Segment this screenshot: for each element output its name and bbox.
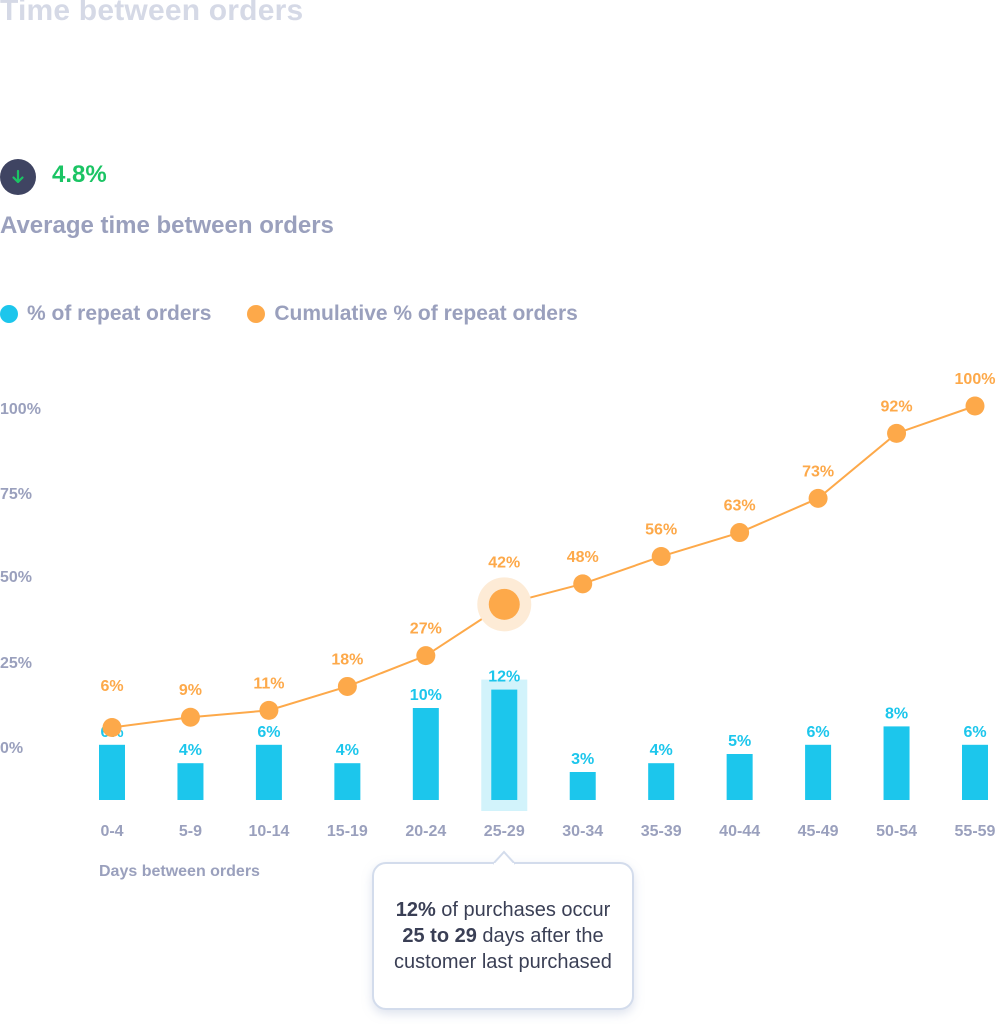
x-tick-label: 35-39 — [641, 823, 682, 840]
bar[interactable] — [648, 763, 675, 800]
legend-item-cumulative[interactable]: Cumulative % of repeat orders — [247, 302, 578, 326]
legend-dot-icon — [0, 305, 18, 323]
x-tick-label: 20-24 — [405, 823, 446, 840]
x-tick-label: 55-59 — [955, 823, 996, 840]
line-value-label: 42% — [488, 554, 520, 571]
bar[interactable] — [334, 763, 361, 800]
line-value-label: 6% — [100, 678, 123, 695]
line-point[interactable] — [965, 396, 985, 416]
y-tick-label: 0% — [0, 740, 23, 757]
legend-label: Cumulative % of repeat orders — [274, 302, 578, 325]
page-title: Time between orders — [0, 0, 304, 27]
x-tick-label: 0-4 — [100, 823, 123, 840]
bar[interactable] — [805, 744, 832, 800]
line-point-highlighted[interactable] — [488, 588, 520, 620]
x-axis: 0-4 5-9 10-14 15-19 20-24 25-29 30-34 35-39 40-4… — [100, 823, 995, 840]
bar-value-label: 8% — [885, 705, 908, 722]
line-value-label: 9% — [179, 682, 202, 699]
line-point[interactable] — [573, 574, 593, 594]
x-tick-label: 50-54 — [876, 823, 917, 840]
x-tick-label: 5-9 — [179, 823, 202, 840]
kpi-value: 4.8% — [52, 161, 107, 188]
line-value-label: 100% — [955, 371, 996, 388]
arrow-down-icon — [12, 169, 24, 184]
bar-value-label: 6% — [807, 724, 830, 741]
bar-value-label: 10% — [410, 687, 442, 704]
bar[interactable] — [99, 744, 125, 800]
x-axis-title: Days between orders — [99, 863, 260, 880]
line-value-label: 73% — [802, 463, 834, 480]
line-point[interactable] — [259, 700, 279, 720]
bar-value-label: 3% — [571, 751, 594, 768]
tooltip-text: 12% of purchases occur 25 to 29 days aft… — [394, 899, 612, 973]
x-tick-label: 40-44 — [719, 823, 760, 840]
bar[interactable] — [491, 689, 518, 800]
bar-value-label: 6% — [257, 724, 280, 741]
bar-value-label: 6% — [963, 724, 986, 741]
kpi-label: Average time between orders — [0, 212, 334, 239]
line-value-label: 48% — [567, 549, 599, 566]
bar[interactable] — [883, 726, 910, 800]
y-tick-label: 100% — [0, 401, 41, 418]
line-point[interactable] — [887, 423, 907, 443]
bar-value-label: 4% — [650, 742, 673, 759]
tooltip-pointer — [493, 850, 515, 871]
y-tick-label: 25% — [0, 655, 32, 672]
legend-dot-icon — [247, 305, 266, 323]
line-point[interactable] — [337, 676, 357, 696]
bar-value-label: 4% — [336, 742, 359, 759]
y-tick-label: 50% — [0, 569, 32, 586]
chart-legend: % of repeat orders Cumulative % of repea… — [0, 302, 614, 326]
bar[interactable] — [177, 763, 204, 800]
bar-value-label: 5% — [728, 733, 751, 750]
legend-item-repeat-orders[interactable]: % of repeat orders — [0, 302, 211, 326]
line-value-label: 18% — [331, 651, 363, 668]
y-axis: 100% 75% 50% 25% 0% — [0, 401, 41, 757]
bar[interactable] — [962, 744, 988, 800]
legend-label: % of repeat orders — [27, 302, 212, 325]
x-tick-label: 45-49 — [798, 823, 839, 840]
line-value-label: 27% — [410, 621, 442, 638]
line-point[interactable] — [808, 488, 828, 508]
trend-down-badge — [0, 159, 36, 195]
x-tick-label: 30-34 — [562, 823, 603, 840]
bar-series: 6% 4% 6% 4% 10% 12% 3% 4% 5% 6% 8% 6% — [99, 669, 988, 800]
bar[interactable] — [569, 772, 596, 800]
line-value-label: 11% — [253, 675, 284, 692]
line-point[interactable] — [102, 717, 122, 737]
bar[interactable] — [412, 708, 439, 800]
y-tick-label: 75% — [0, 486, 32, 503]
bar-value-label: 12% — [488, 669, 520, 686]
line-point[interactable] — [651, 546, 671, 566]
line-value-label: 63% — [724, 498, 756, 515]
x-tick-label: 15-19 — [327, 823, 368, 840]
x-tick-label: 10-14 — [248, 823, 289, 840]
bar[interactable] — [726, 754, 753, 800]
line-value-label: 92% — [881, 398, 913, 415]
line-point[interactable] — [730, 523, 750, 543]
annotation-tooltip: 12% of purchases occur 25 to 29 days aft… — [372, 862, 634, 1010]
line-value-label: 56% — [645, 521, 677, 538]
line-series: 6% 9% 11% 18% 27% 42% 48% 56% 63% 73% 92% 100% — [100, 371, 995, 737]
x-tick-label: 25-29 — [484, 823, 525, 840]
line-point[interactable] — [416, 646, 436, 666]
bar[interactable] — [255, 744, 282, 800]
combo-chart: 100% 75% 50% 25% 0% 6% 4% 6% 4% 10% 12% 3% 4% 5% 6% 8%… — [0, 371, 996, 840]
bar-value-label: 4% — [179, 742, 202, 759]
line-point[interactable] — [180, 707, 200, 727]
